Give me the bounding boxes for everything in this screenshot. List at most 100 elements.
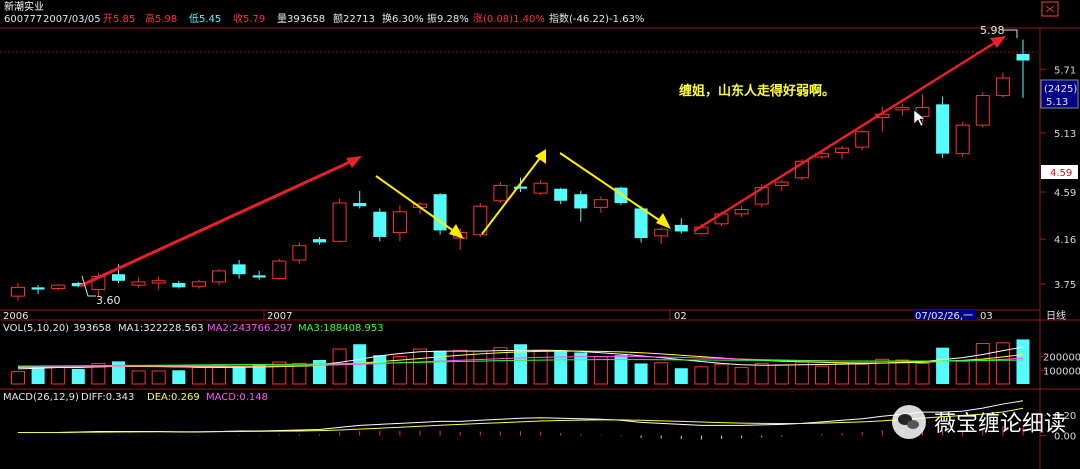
volume-bar: [593, 356, 608, 385]
candle-body: [955, 124, 970, 155]
volume-bar: [514, 344, 527, 384]
candle: [473, 202, 488, 237]
arrow-yellow-1: [375, 175, 456, 233]
candle-body: [313, 239, 326, 243]
volume-tick-label: 200000: [1043, 353, 1080, 364]
candle: [955, 121, 970, 157]
mouse-cursor-icon: [913, 109, 926, 127]
candle-body: [232, 264, 246, 275]
volume-bar: [855, 363, 870, 385]
volume-bar: [955, 360, 970, 385]
candle: [392, 205, 407, 242]
candle: [433, 193, 447, 235]
volume-bar: [71, 368, 85, 384]
price-tick-label: 5.13: [1054, 129, 1076, 140]
candle: [313, 236, 326, 245]
candle-body: [1016, 53, 1030, 61]
volume-bar: [493, 347, 508, 385]
candle: [936, 96, 950, 159]
candle-body: [593, 199, 608, 208]
candle-body: [895, 107, 910, 111]
candle-body: [975, 95, 990, 126]
volume-bar: [915, 362, 930, 385]
stock-code: 600777: [4, 14, 42, 25]
year-label-2006: 2006: [3, 311, 28, 322]
volume-bar: [654, 362, 669, 385]
candle: [31, 285, 45, 294]
candle-body: [292, 245, 307, 261]
amount-readout: 额22713: [333, 12, 375, 25]
price-tick-label: 4.16: [1054, 235, 1076, 246]
volume-bar: [694, 366, 709, 385]
candle-body: [774, 181, 789, 186]
annotation-text: 缠姐，山东人走得好弱啊。: [679, 83, 835, 99]
volume-ma-line-ma4: [17, 359, 1024, 367]
month-label-03: 03: [980, 311, 993, 322]
candle-body: [554, 188, 568, 201]
volume-bar: [252, 364, 266, 384]
volume-bar: [332, 348, 347, 385]
macd-tick-label: 0.00: [1054, 432, 1076, 443]
price-tick-label: 4.59: [1054, 188, 1076, 199]
candle-body: [433, 194, 447, 231]
candle: [151, 276, 166, 290]
vol-prefix: VOL(5,10,20): [3, 323, 69, 334]
close-window-icon[interactable]: [1041, 1, 1059, 17]
candle: [212, 268, 226, 286]
arrow-yellow-2: [481, 157, 541, 235]
candle: [1016, 39, 1030, 98]
volume-bar: [292, 362, 307, 385]
arrow-yellow-3: [559, 152, 663, 223]
macd-axis: 0.20 0.00: [1040, 411, 1076, 443]
trend-arrows: [79, 36, 1006, 288]
volume-bar: [112, 361, 125, 384]
candle: [373, 208, 387, 242]
volume-bar: [815, 365, 829, 385]
volume-bars: [11, 339, 1030, 385]
index-readout: 指数(-46.22)-1.63%: [549, 12, 644, 25]
arrow-red-1: [79, 159, 353, 288]
candle-body: [191, 281, 206, 287]
amplitude-readout: 振9.28%: [427, 12, 469, 25]
candle: [493, 182, 508, 203]
arrow-yellow-2-head: [535, 149, 546, 164]
year-label-2007: 2007: [267, 311, 292, 322]
volume-readout: 量393658: [277, 13, 325, 25]
volume-bar: [1016, 339, 1030, 384]
volume-bar: [272, 361, 287, 385]
candle: [51, 284, 66, 291]
volume-bar: [895, 359, 910, 385]
candle-body: [674, 224, 688, 232]
volume-bar: [975, 343, 990, 385]
candle: [172, 280, 186, 289]
volume-bar: [614, 355, 628, 384]
candle: [252, 270, 266, 280]
turnover-readout: 换6.30%: [382, 12, 424, 25]
macd-value: MACD:0.148: [206, 392, 268, 403]
price-tick-label: 5.71: [1054, 65, 1076, 76]
volume-bar: [392, 356, 407, 385]
volume-bar: [995, 342, 1010, 385]
candle-body: [734, 209, 749, 215]
time-axis: 2006 2007 02 07/02/26,一 03 日线: [3, 309, 1066, 322]
candle: [654, 227, 669, 244]
vol-value: 393658: [73, 323, 111, 334]
candle-body: [151, 280, 166, 284]
candle-body: [936, 104, 950, 154]
low-price: 低5.45: [189, 12, 221, 25]
candle: [533, 179, 548, 196]
quote-header: 600777 2007/03/05 开5.85 高5.98 低5.45 收5.7…: [4, 12, 644, 25]
volume-bar: [413, 348, 427, 385]
volume-ma-lines: [17, 346, 1024, 370]
candle-body: [473, 205, 488, 236]
arrow-red-2: [693, 40, 997, 233]
volume-tick-label: 100000: [1043, 366, 1080, 377]
candle-body: [31, 287, 45, 290]
macd-prefix: MACD(26,12,9): [3, 392, 79, 403]
volume-bar: [473, 350, 488, 385]
volume-bar: [433, 351, 447, 384]
macd-header: MACD(26,12,9) DIFF:0.343 DEA:0.269 MACD:…: [3, 392, 268, 403]
candle: [674, 218, 688, 234]
macd-diff: DIFF:0.343: [81, 392, 134, 403]
price-tick-label: 3.75: [1054, 280, 1076, 291]
